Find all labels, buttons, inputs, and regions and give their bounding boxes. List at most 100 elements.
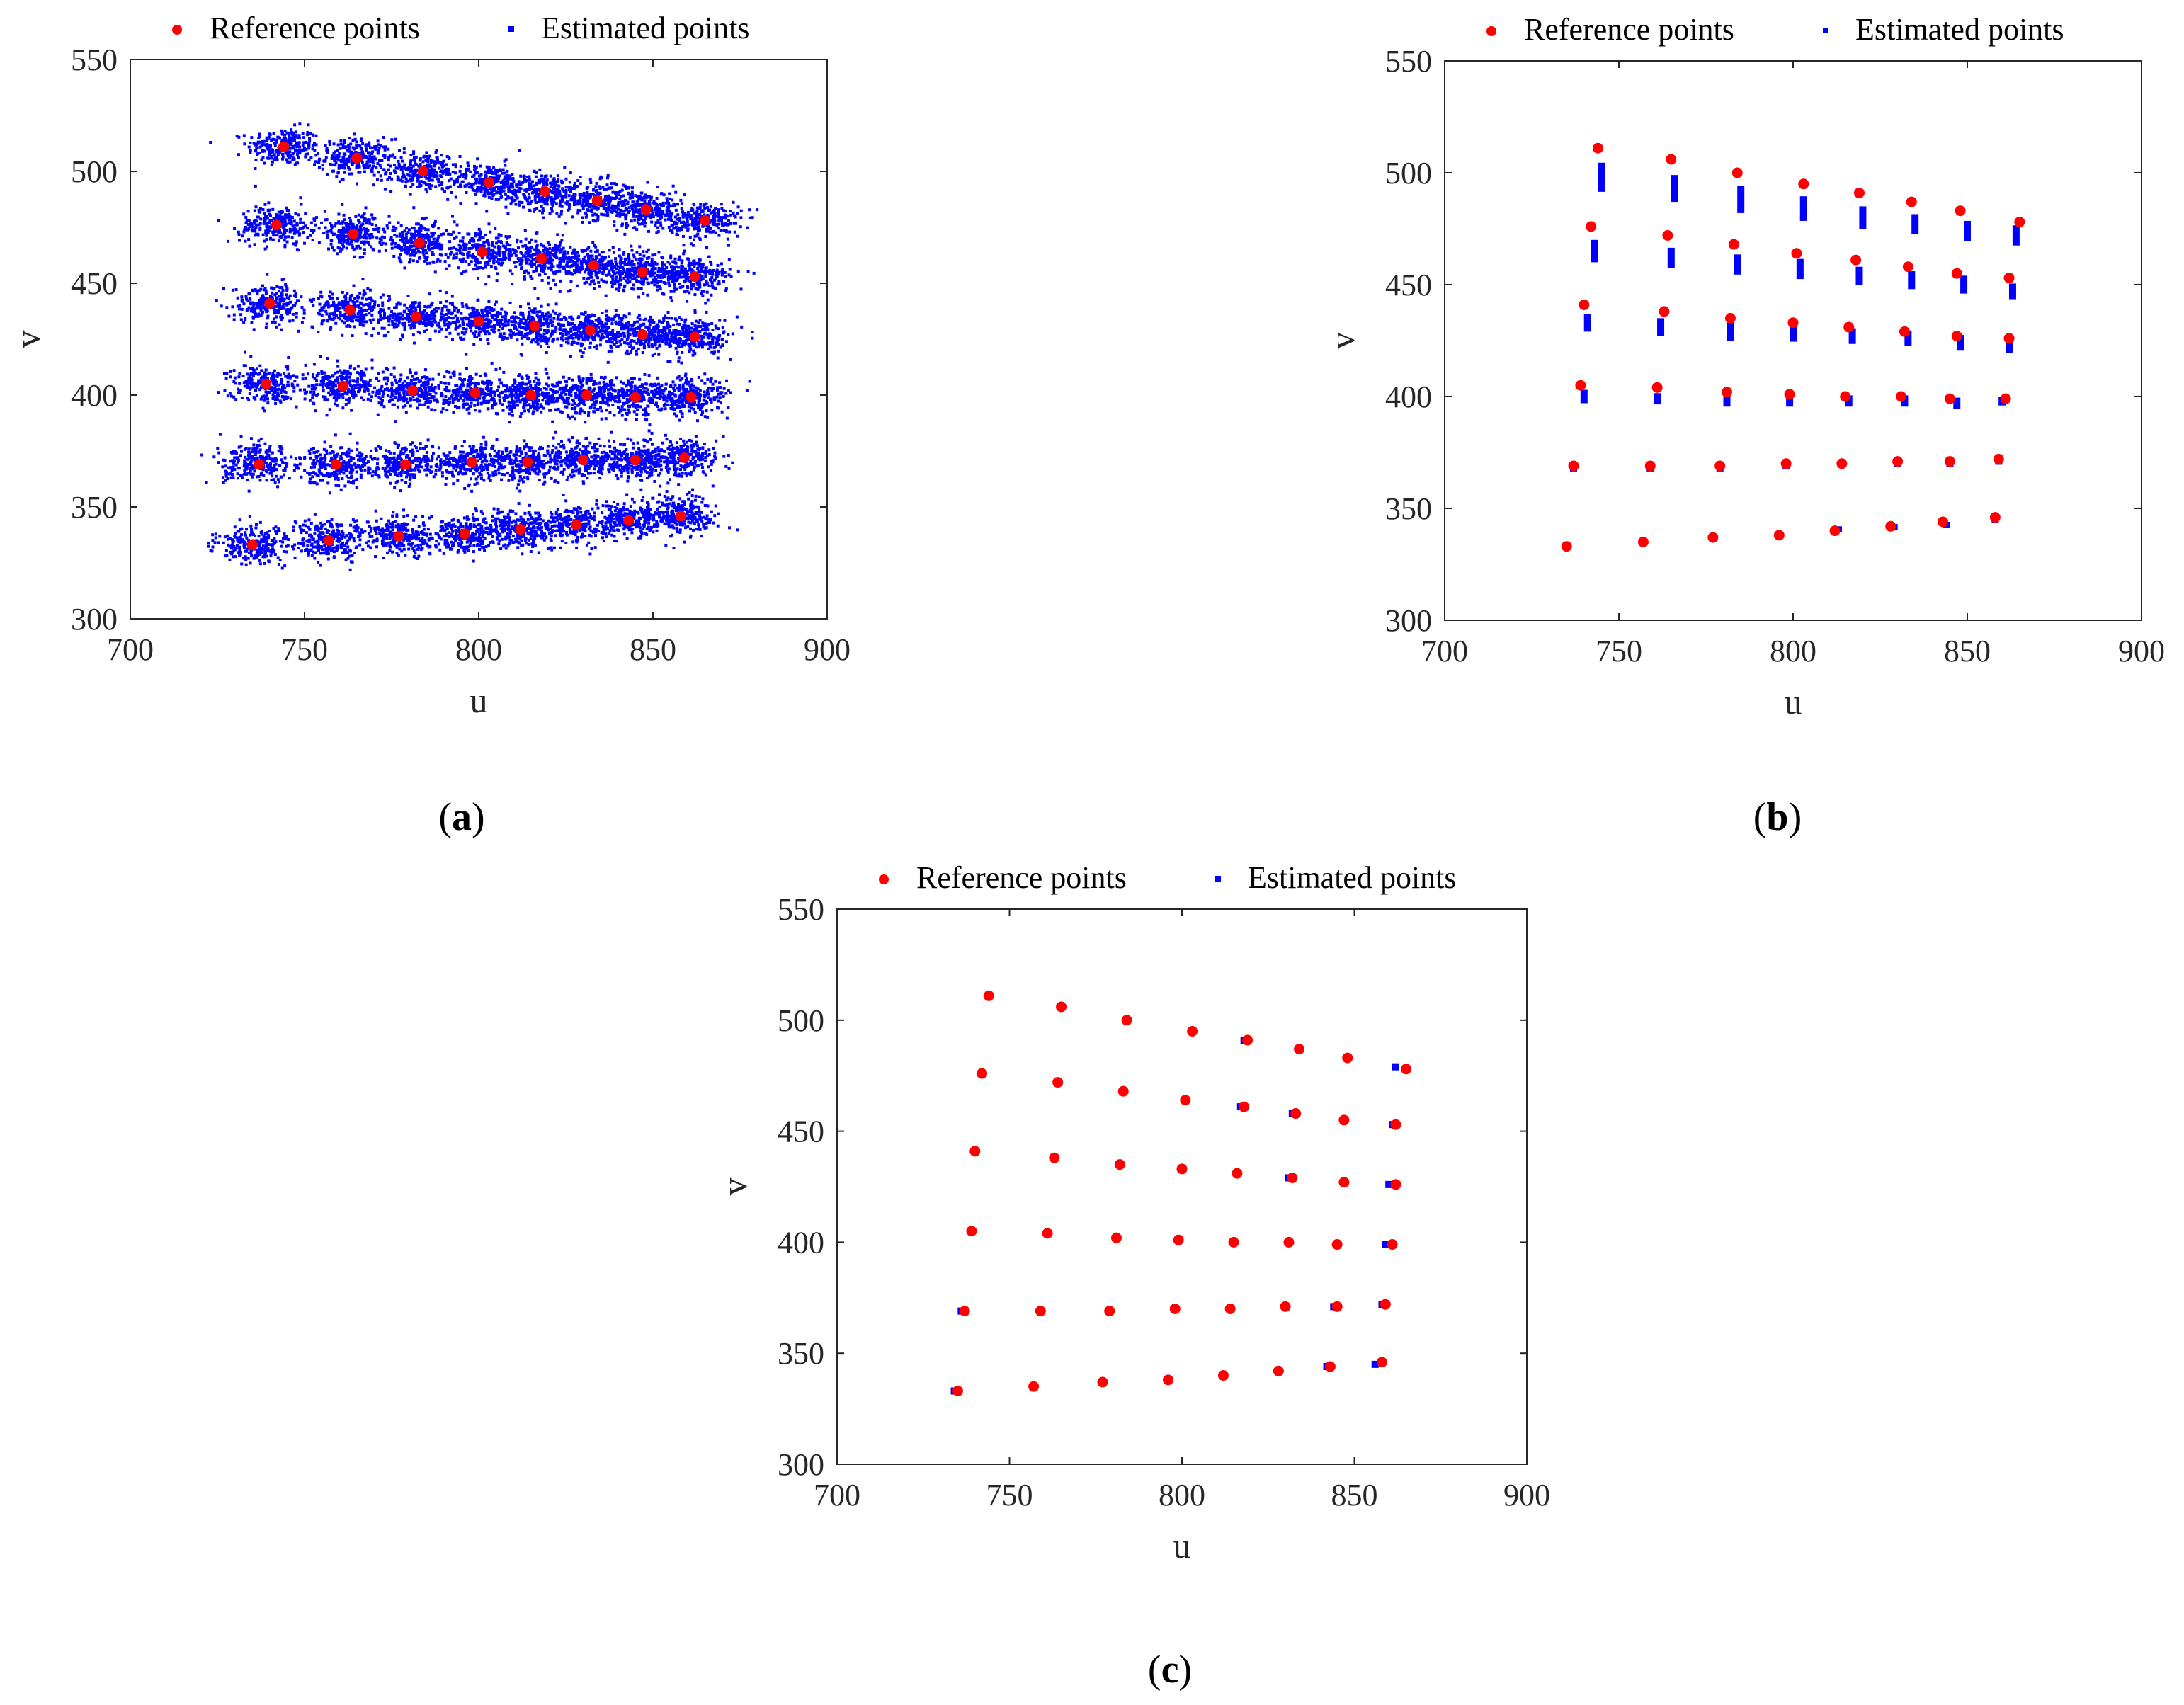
estimated-point bbox=[267, 201, 271, 205]
estimated-point bbox=[579, 175, 582, 178]
estimated-point bbox=[330, 317, 334, 321]
estimated-point bbox=[566, 261, 569, 265]
estimated-point bbox=[448, 240, 452, 244]
estimated-point bbox=[421, 217, 424, 221]
estimated-point bbox=[280, 219, 283, 222]
estimated-point bbox=[615, 287, 618, 291]
estimated-point bbox=[466, 232, 470, 236]
estimated-point bbox=[726, 237, 729, 241]
estimated-point bbox=[671, 184, 675, 188]
estimated-point bbox=[635, 208, 638, 212]
estimated-point bbox=[627, 272, 630, 275]
estimated-point bbox=[425, 251, 428, 255]
estimated-point bbox=[368, 236, 372, 240]
estimated-point bbox=[689, 214, 693, 217]
estimated-point bbox=[291, 312, 295, 316]
estimated-point bbox=[396, 246, 399, 249]
estimated-point bbox=[581, 207, 585, 210]
estimated-point bbox=[496, 258, 500, 261]
estimated-point bbox=[614, 277, 618, 280]
estimated-point bbox=[551, 258, 554, 262]
estimated-point bbox=[533, 253, 537, 256]
estimated-point bbox=[601, 202, 604, 205]
estimated-point bbox=[414, 308, 418, 312]
estimated-point bbox=[461, 239, 465, 243]
estimated-point bbox=[613, 220, 616, 224]
estimated-point bbox=[341, 156, 345, 159]
estimated-point bbox=[538, 209, 542, 212]
estimated-point bbox=[584, 195, 587, 198]
estimated-point bbox=[592, 287, 596, 290]
estimated-point bbox=[587, 260, 591, 263]
estimated-point bbox=[574, 271, 577, 275]
estimated-point bbox=[309, 229, 313, 232]
estimated-point bbox=[659, 274, 663, 278]
estimated-point bbox=[446, 186, 450, 190]
estimated-point bbox=[335, 175, 339, 178]
estimated-point bbox=[691, 221, 695, 224]
estimated-point bbox=[387, 155, 391, 159]
estimated-point bbox=[242, 302, 246, 306]
estimated-point bbox=[480, 244, 484, 247]
estimated-point bbox=[264, 144, 268, 148]
estimated-point bbox=[695, 261, 698, 265]
estimated-point bbox=[270, 286, 273, 290]
estimated-point bbox=[336, 309, 340, 312]
estimated-point bbox=[232, 313, 236, 317]
estimated-point bbox=[314, 216, 318, 219]
estimated-point bbox=[356, 300, 359, 303]
estimated-point bbox=[663, 273, 666, 277]
estimated-point bbox=[301, 227, 305, 230]
estimated-point bbox=[525, 258, 529, 261]
estimated-point bbox=[431, 169, 434, 172]
estimated-point bbox=[631, 193, 635, 196]
estimated-point bbox=[358, 220, 361, 224]
estimated-point bbox=[264, 289, 268, 292]
estimated-point bbox=[494, 251, 497, 255]
estimated-point bbox=[672, 227, 676, 230]
estimated-point bbox=[492, 188, 496, 192]
estimated-point bbox=[474, 263, 477, 267]
estimated-point bbox=[353, 255, 356, 258]
estimated-point bbox=[608, 199, 611, 203]
estimated-point bbox=[273, 312, 276, 315]
estimated-point bbox=[352, 248, 356, 251]
estimated-point bbox=[331, 296, 334, 300]
estimated-point bbox=[354, 215, 358, 218]
estimated-point bbox=[538, 193, 541, 196]
estimated-point bbox=[360, 151, 364, 154]
estimated-point bbox=[463, 185, 467, 188]
estimated-point bbox=[530, 262, 533, 266]
y-tick-label: 400 bbox=[71, 378, 118, 413]
estimated-point bbox=[451, 170, 455, 173]
estimated-point bbox=[686, 290, 689, 293]
estimated-point bbox=[470, 186, 474, 189]
estimated-point bbox=[446, 198, 450, 201]
estimated-point bbox=[627, 274, 630, 278]
estimated-point bbox=[418, 185, 421, 188]
estimated-point bbox=[368, 304, 371, 308]
estimated-point bbox=[395, 302, 399, 306]
estimated-point bbox=[593, 244, 596, 248]
estimated-point bbox=[238, 307, 241, 311]
estimated-point bbox=[292, 226, 296, 229]
estimated-point bbox=[495, 279, 499, 283]
estimated-point bbox=[340, 178, 343, 181]
estimated-point bbox=[585, 261, 588, 265]
estimated-point bbox=[516, 257, 520, 261]
estimated-point bbox=[530, 256, 533, 259]
estimated-point bbox=[416, 222, 420, 226]
estimated-point bbox=[403, 266, 406, 270]
estimated-point bbox=[684, 225, 688, 229]
estimated-point bbox=[448, 172, 452, 176]
estimated-point bbox=[389, 171, 392, 175]
estimated-point bbox=[409, 248, 412, 251]
estimated-point bbox=[417, 227, 421, 230]
estimated-point bbox=[607, 205, 610, 208]
estimated-point bbox=[589, 275, 593, 279]
estimated-point bbox=[358, 234, 361, 238]
estimated-point bbox=[360, 241, 363, 244]
estimated-point bbox=[674, 190, 678, 194]
estimated-point bbox=[672, 276, 676, 280]
estimated-point bbox=[265, 234, 268, 237]
